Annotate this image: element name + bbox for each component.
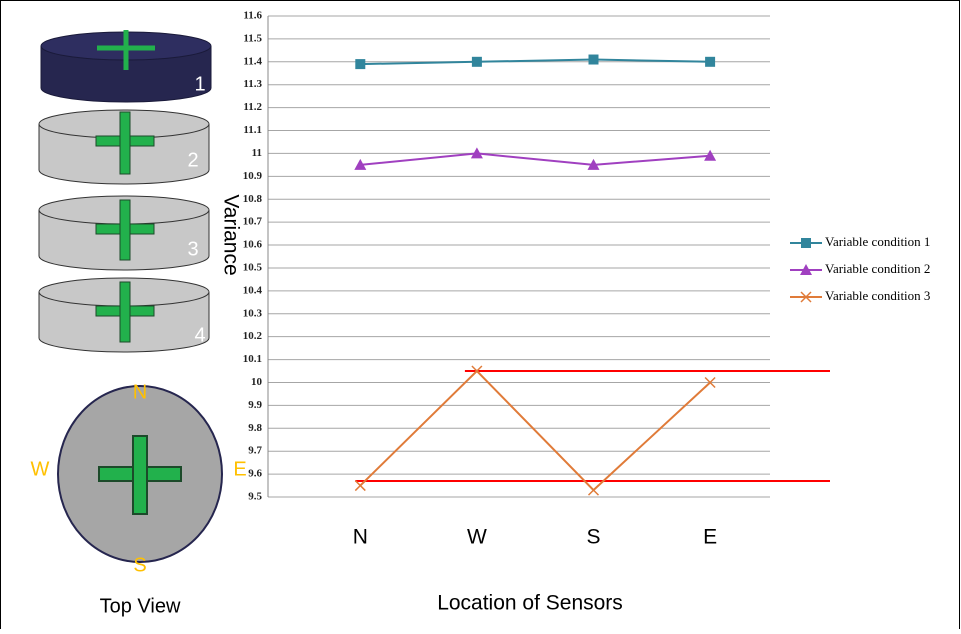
y-tick-label: 11.5 xyxy=(243,32,262,44)
compass-label: N xyxy=(133,381,147,403)
y-tick-label: 11.3 xyxy=(243,78,262,90)
y-tick-label: 10.2 xyxy=(243,330,263,342)
y-tick-label: 9.9 xyxy=(248,399,262,411)
marker xyxy=(704,149,717,161)
x-axis-label: Location of Sensors xyxy=(437,592,623,615)
y-tick-label: 10.8 xyxy=(243,193,263,205)
y-tick-label: 10.5 xyxy=(243,261,263,273)
marker xyxy=(704,376,716,389)
marker xyxy=(354,480,366,492)
y-tick-label: 9.6 xyxy=(248,468,262,480)
compass-label: E xyxy=(233,458,246,480)
y-tick-label: 10.7 xyxy=(243,216,263,228)
marker xyxy=(705,56,716,67)
legend-marker xyxy=(801,238,811,248)
series-line xyxy=(359,369,711,492)
marker xyxy=(587,158,600,170)
y-tick-label: 10 xyxy=(251,376,263,388)
marker xyxy=(588,54,599,65)
marker xyxy=(354,158,367,170)
series-line xyxy=(360,58,711,66)
y-tick-label: 10.6 xyxy=(243,239,263,251)
marker xyxy=(587,484,600,496)
marker xyxy=(471,365,483,377)
legend-label: Variable condition 2 xyxy=(825,261,930,276)
layer-label: 2 xyxy=(187,149,198,171)
compass-label: S xyxy=(133,554,146,576)
marker xyxy=(471,56,482,67)
caption: Top View xyxy=(100,595,181,617)
legend-label: Variable condition 1 xyxy=(825,234,930,249)
layer-4 xyxy=(38,277,210,353)
layer-1 xyxy=(40,30,212,103)
x-tick-label: W xyxy=(467,526,487,549)
layer-label: 4 xyxy=(194,324,205,346)
y-tick-label: 10.9 xyxy=(243,170,263,182)
legend-marker xyxy=(800,264,812,275)
y-tick-label: 9.8 xyxy=(248,422,262,434)
layer-label: 3 xyxy=(187,238,198,260)
layer-2 xyxy=(38,109,210,185)
layer-label: 1 xyxy=(194,73,205,95)
y-tick-label: 10.4 xyxy=(243,284,263,296)
top-view xyxy=(57,385,223,563)
layer-3 xyxy=(38,195,210,271)
legend-label: Variable condition 3 xyxy=(825,288,930,303)
legend-marker xyxy=(800,291,812,303)
y-tick-label: 11.1 xyxy=(243,124,262,136)
series-line xyxy=(360,152,711,166)
y-tick-label: 9.7 xyxy=(248,445,262,457)
y-tick-label: 11 xyxy=(252,147,262,159)
marker xyxy=(355,59,366,70)
x-tick-label: S xyxy=(586,526,600,549)
marker xyxy=(470,147,483,159)
x-tick-label: N xyxy=(353,526,368,549)
y-tick-label: 10.1 xyxy=(243,353,262,365)
y-tick-label: 10.3 xyxy=(243,307,263,319)
y-tick-label: 9.5 xyxy=(248,491,262,503)
y-tick-label: 11.4 xyxy=(243,55,262,67)
x-tick-label: E xyxy=(703,526,717,549)
compass-label: W xyxy=(31,458,50,480)
y-axis-label: Variance xyxy=(219,194,242,275)
y-tick-label: 11.2 xyxy=(243,101,262,113)
y-tick-label: 11.6 xyxy=(243,10,262,22)
